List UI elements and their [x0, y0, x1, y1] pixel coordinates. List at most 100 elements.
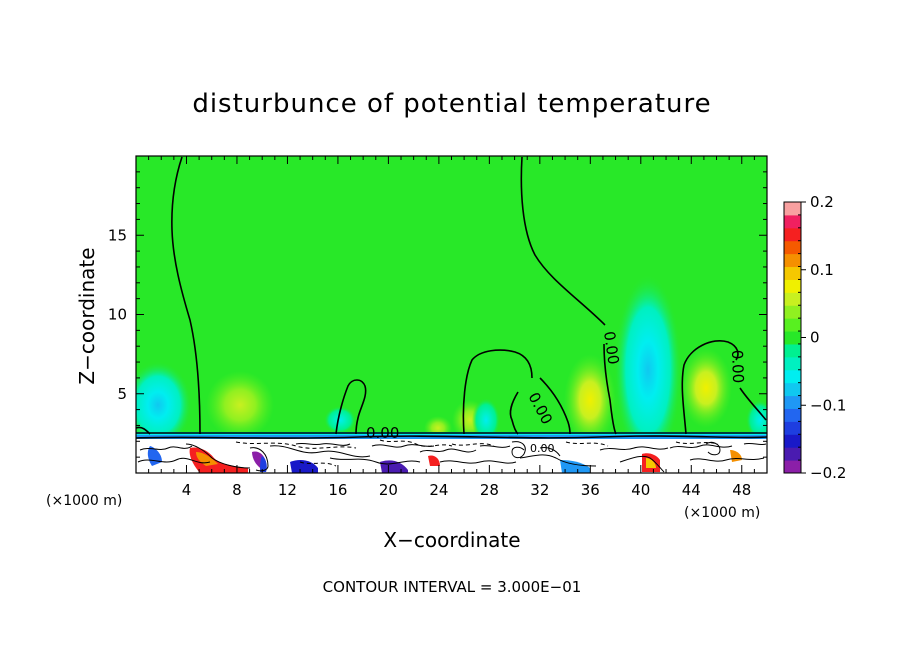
contour-label: 0.00 [728, 350, 747, 384]
x-tick-label: 8 [232, 481, 242, 499]
colorbar-swatch [784, 292, 801, 306]
x-tick-label: 24 [429, 481, 448, 499]
contour-line [451, 443, 495, 447]
x-tick-label: 28 [480, 481, 499, 499]
colorbar-swatch [784, 421, 801, 435]
cool-anomaly [472, 398, 500, 442]
y-axis-label: Z−coordinate [75, 247, 99, 384]
contour-line [335, 379, 367, 435]
contour-line [675, 441, 719, 445]
cool-anomaly [324, 406, 356, 434]
contour-line [539, 447, 561, 457]
contour-line [419, 448, 477, 453]
contour-line [439, 460, 517, 464]
contour-line [139, 445, 193, 451]
colorbar-swatch [784, 382, 801, 397]
contour-line [235, 441, 357, 449]
warm-anomaly [564, 354, 616, 446]
contour-line [479, 445, 511, 448]
colorbar-swatch [784, 447, 801, 461]
contour-line [519, 454, 597, 467]
contour-line [249, 447, 269, 472]
contour-line [299, 461, 337, 467]
colorbar-swatch [784, 369, 801, 384]
surface-patch [260, 456, 267, 472]
contour-line [669, 444, 733, 449]
contour-line [739, 387, 767, 421]
x-tick-label: 32 [530, 481, 549, 499]
x-unit-label-right: (×1000 m) [684, 505, 760, 521]
x-axis-label: X−coordinate [383, 528, 520, 552]
contour-line [603, 343, 617, 435]
surface-patch [290, 460, 318, 473]
colorbar-tick-label: 0 [810, 329, 820, 347]
contour-line [269, 445, 371, 458]
contour-line [599, 446, 669, 451]
y-tick-label: 10 [108, 306, 127, 324]
chart-title: disturbunce of potential temperature [192, 89, 711, 119]
colorbar-swatch [784, 395, 801, 409]
cool-anomaly [136, 361, 192, 449]
colorbar-swatch [784, 460, 801, 474]
contour-line [137, 457, 211, 464]
colorbar-swatch [784, 202, 801, 216]
contour-line [462, 349, 533, 435]
x-tick-label: 44 [682, 481, 701, 499]
contour-line [681, 340, 739, 435]
colorbar-swatch [784, 214, 801, 229]
contour-line [136, 435, 767, 439]
surface-contours [137, 441, 767, 473]
y-tick-label: 5 [117, 385, 127, 403]
colorbar-tick-label: 0.1 [810, 261, 834, 279]
contour-line [371, 444, 435, 448]
x-tick-label: 12 [278, 481, 297, 499]
contour-line [520, 156, 606, 326]
x-tick-label: 4 [182, 481, 192, 499]
contour-line [689, 457, 765, 462]
colorbar-swatch [784, 279, 801, 293]
colorbar-swatch [784, 343, 801, 358]
x-tick-label: 16 [328, 481, 347, 499]
y-axis: 5 10 15 [108, 171, 767, 458]
colorbar: 0.2 0.1 0 −0.1 −0.2 [783, 193, 846, 482]
x-axis: 4 8 12 16 20 24 28 32 36 40 44 48 [148, 156, 755, 499]
colorbar-swatch [784, 434, 801, 448]
surface-patch [428, 455, 440, 466]
colorbar-swatch [784, 253, 801, 268]
colorbar-tick-label: 0.2 [810, 193, 834, 211]
contour-line [185, 443, 251, 469]
colorbar-swatch [784, 331, 801, 345]
x-tick-label: 40 [631, 481, 650, 499]
contour-label: 0.00 [600, 330, 622, 366]
warm-anomaly [206, 371, 274, 439]
plot-field: 0.00 0.00 0.00 0.00 0.00 [136, 156, 767, 473]
contour-interval-note: CONTOUR INTERVAL = 3.000E−01 [323, 578, 582, 596]
contour-line [171, 156, 201, 435]
colorbar-swatch [784, 318, 801, 332]
x-tick-label: 36 [581, 481, 600, 499]
colorbar-swatch [784, 305, 801, 319]
contour-line [329, 457, 421, 465]
colorbar-tick-label: −0.2 [810, 464, 846, 482]
contour-line [619, 455, 665, 473]
x-unit-label-left: (×1000 m) [46, 493, 122, 509]
colorbar-swatch [784, 227, 801, 242]
colorbar-swatch [784, 356, 801, 371]
negative-contours [235, 439, 719, 467]
contour-line [743, 442, 767, 446]
contour-label: 0.00 [530, 442, 555, 455]
colorbar-swatch [784, 266, 801, 280]
zero-contours [136, 156, 767, 439]
warm-anomaly [680, 348, 732, 428]
surface-patch [646, 458, 656, 468]
contour-line [539, 377, 571, 435]
colorbar-swatch [784, 240, 801, 255]
contour-line [295, 442, 351, 446]
contour-line [379, 439, 453, 447]
cool-anomaly [746, 400, 767, 440]
contour-line [511, 441, 526, 459]
colorbar-tick-label: −0.1 [810, 396, 846, 414]
contour-line [565, 441, 609, 447]
contour-line [509, 391, 519, 435]
x-tick-label: 48 [732, 481, 751, 499]
